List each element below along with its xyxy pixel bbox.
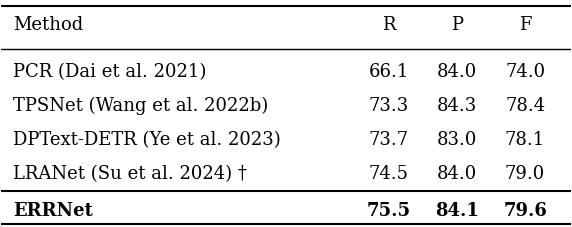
Text: DPText-DETR (Ye et al. 2023): DPText-DETR (Ye et al. 2023) [13, 130, 280, 148]
Text: 73.3: 73.3 [368, 97, 408, 115]
Text: ERRNet: ERRNet [13, 201, 93, 219]
Text: 74.0: 74.0 [505, 63, 545, 81]
Text: PCR (Dai et al. 2021): PCR (Dai et al. 2021) [13, 63, 206, 81]
Text: R: R [382, 16, 395, 34]
Text: LRANet (Su et al. 2024) †: LRANet (Su et al. 2024) † [13, 164, 247, 182]
Text: 75.5: 75.5 [367, 201, 411, 219]
Text: 84.0: 84.0 [436, 164, 477, 182]
Text: 73.7: 73.7 [368, 130, 408, 148]
Text: Method: Method [13, 16, 83, 34]
Text: 74.5: 74.5 [368, 164, 408, 182]
Text: F: F [519, 16, 531, 34]
Text: TPSNet (Wang et al. 2022b): TPSNet (Wang et al. 2022b) [13, 96, 268, 115]
Text: 83.0: 83.0 [436, 130, 477, 148]
Text: 66.1: 66.1 [368, 63, 408, 81]
Text: 84.0: 84.0 [436, 63, 477, 81]
Text: 79.0: 79.0 [505, 164, 545, 182]
Text: 78.1: 78.1 [505, 130, 545, 148]
Text: 79.6: 79.6 [503, 201, 547, 219]
Text: 84.1: 84.1 [435, 201, 479, 219]
Text: 78.4: 78.4 [505, 97, 545, 115]
Text: P: P [451, 16, 463, 34]
Text: 84.3: 84.3 [436, 97, 477, 115]
